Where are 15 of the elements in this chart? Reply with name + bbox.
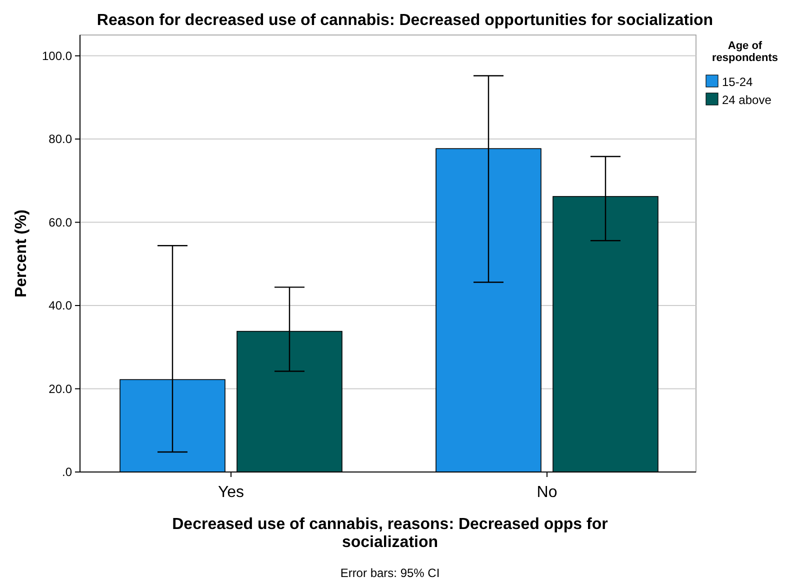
x-tick-label: Yes: [218, 484, 244, 501]
legend-title: Age of respondents: [712, 40, 778, 64]
y-tick-label: 20.0: [48, 382, 72, 396]
y-axis-title: Percent (%): [13, 209, 30, 298]
y-tick-label: 80.0: [48, 132, 72, 146]
x-tick-label: No: [536, 484, 558, 501]
legend-label: 24 above: [722, 93, 772, 107]
y-tick-label: 60.0: [48, 215, 72, 230]
x-axis-title: Decreased use of cannabis, reasons: Decreased opps for socialization: [172, 516, 608, 551]
y-tick-label: 100.0: [42, 48, 72, 63]
chart-title: Reason for decreased use of cannabis: Decreased opportunities for socialization: [96, 12, 714, 29]
text: Error bars: 95% CI: [340, 566, 440, 580]
legend-label: 15-24: [722, 75, 754, 89]
y-tick-label: 40.0: [48, 298, 72, 313]
y-tick-label: .0: [62, 465, 72, 479]
